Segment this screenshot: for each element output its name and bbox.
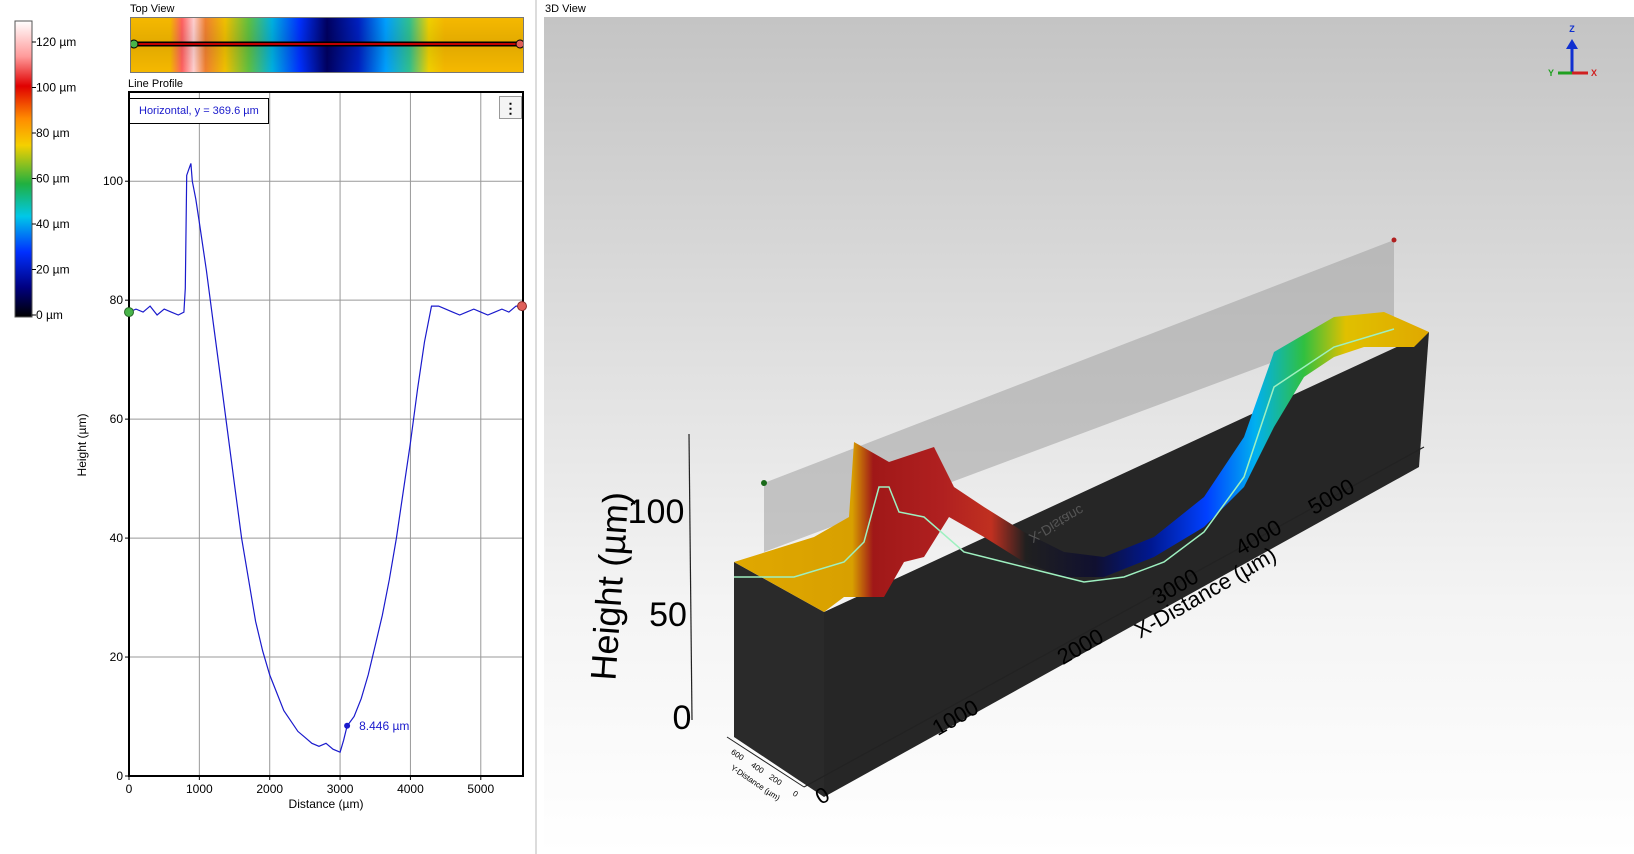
y-axis-line <box>726 736 805 788</box>
profile-end-handle[interactable] <box>515 39 523 49</box>
y-axis-title: Height (µm) <box>75 414 89 477</box>
cursor-value-label: 8.446 µm <box>359 719 409 733</box>
z-tick-50: 50 <box>649 596 687 634</box>
kebab-menu-icon[interactable]: ⋮ <box>499 96 522 119</box>
y-tick-label: 80 <box>110 293 124 307</box>
view3d-label: 3D View <box>545 3 586 15</box>
color-scale-tick-label: 100 µm <box>36 81 76 95</box>
z-tick-100: 100 <box>628 493 685 531</box>
x-axis-title: Distance (µm) <box>289 797 364 811</box>
view3d-scene: 100 50 0 Height (µm) 0 1000 2000 3000 40… <box>544 17 1634 854</box>
color-scale-tick-label: 40 µm <box>36 217 70 231</box>
line-profile-border <box>128 91 524 777</box>
color-scale-svg: 120 µm 100 µm 80 µm 60 µm 40 µm 20 µm 0 µm <box>14 20 76 322</box>
line-profile-grid <box>125 92 523 780</box>
x-tick-label: 2000 <box>256 782 283 796</box>
profile-legend[interactable]: Horizontal, y = 369.6 µm <box>129 98 269 124</box>
y-tick-label: 60 <box>110 412 124 426</box>
z-axis-line <box>688 433 693 721</box>
x-tick-labels: 0 1000 2000 3000 4000 5000 <box>126 782 495 796</box>
z-tick-0: 0 <box>673 699 692 737</box>
color-scale: 120 µm 100 µm 80 µm 60 µm 40 µm 20 µm 0 µm <box>14 20 114 330</box>
y-tick-label: 100 <box>103 174 123 188</box>
plane-start-marker <box>761 480 767 486</box>
y-tick-labels: 0 20 40 60 80 100 <box>103 174 123 783</box>
view3d-canvas[interactable]: 100 50 0 Height (µm) 0 1000 2000 3000 40… <box>544 17 1634 854</box>
top-view-label: Top View <box>130 3 175 15</box>
y-tick-label: 20 <box>110 650 124 664</box>
gizmo-z-label: Z <box>1569 24 1575 34</box>
profile-start-marker[interactable] <box>124 307 134 318</box>
view3d-background <box>544 17 1634 854</box>
color-scale-tick-label: 20 µm <box>36 263 70 277</box>
top-view-heightmap <box>131 18 523 72</box>
surface-mesh <box>734 312 1429 612</box>
profile-end-marker[interactable] <box>517 301 527 312</box>
x-tick-label: 4000 <box>397 782 424 796</box>
gizmo-x-label: X <box>1591 68 1597 78</box>
x-tick-label: 1000 <box>186 782 213 796</box>
color-scale-tick-label: 0 µm <box>36 308 63 322</box>
line-profile-label: Line Profile <box>128 78 184 90</box>
x-tick-label: 3000 <box>327 782 354 796</box>
profile-trace-3d <box>734 328 1395 583</box>
y-tick-label: 40 <box>110 531 124 545</box>
profile-series-line <box>128 163 523 754</box>
plane-end-marker <box>1391 237 1397 243</box>
color-scale-bar <box>14 20 33 318</box>
color-scale-tick-label: 80 µm <box>36 126 70 140</box>
top-view-image[interactable] <box>130 17 524 73</box>
color-scale-tick-label: 60 µm <box>36 172 70 186</box>
profile-start-handle[interactable] <box>131 39 139 49</box>
color-scale-ticks: 120 µm 100 µm 80 µm 60 µm 40 µm 20 µm 0 µm <box>32 35 76 322</box>
block-front-face <box>734 562 824 797</box>
x-tick-label: 5000 <box>467 782 494 796</box>
x-axis-line <box>803 446 1425 788</box>
line-profile-chart[interactable]: 0 20 40 60 80 100 0 1000 2000 3000 4000 5000 Heigh… <box>0 0 535 854</box>
cursor-point[interactable] <box>344 722 351 729</box>
color-scale-tick-label: 120 µm <box>36 35 76 49</box>
axes-gizmo[interactable]: Z Y X <box>1548 24 1597 78</box>
panel-divider[interactable] <box>535 0 537 854</box>
y-tick-0: 0 <box>791 789 800 799</box>
y-tick-label: 0 <box>116 769 123 783</box>
x-tick-label: 0 <box>126 782 133 796</box>
gizmo-y-label: Y <box>1548 68 1554 78</box>
